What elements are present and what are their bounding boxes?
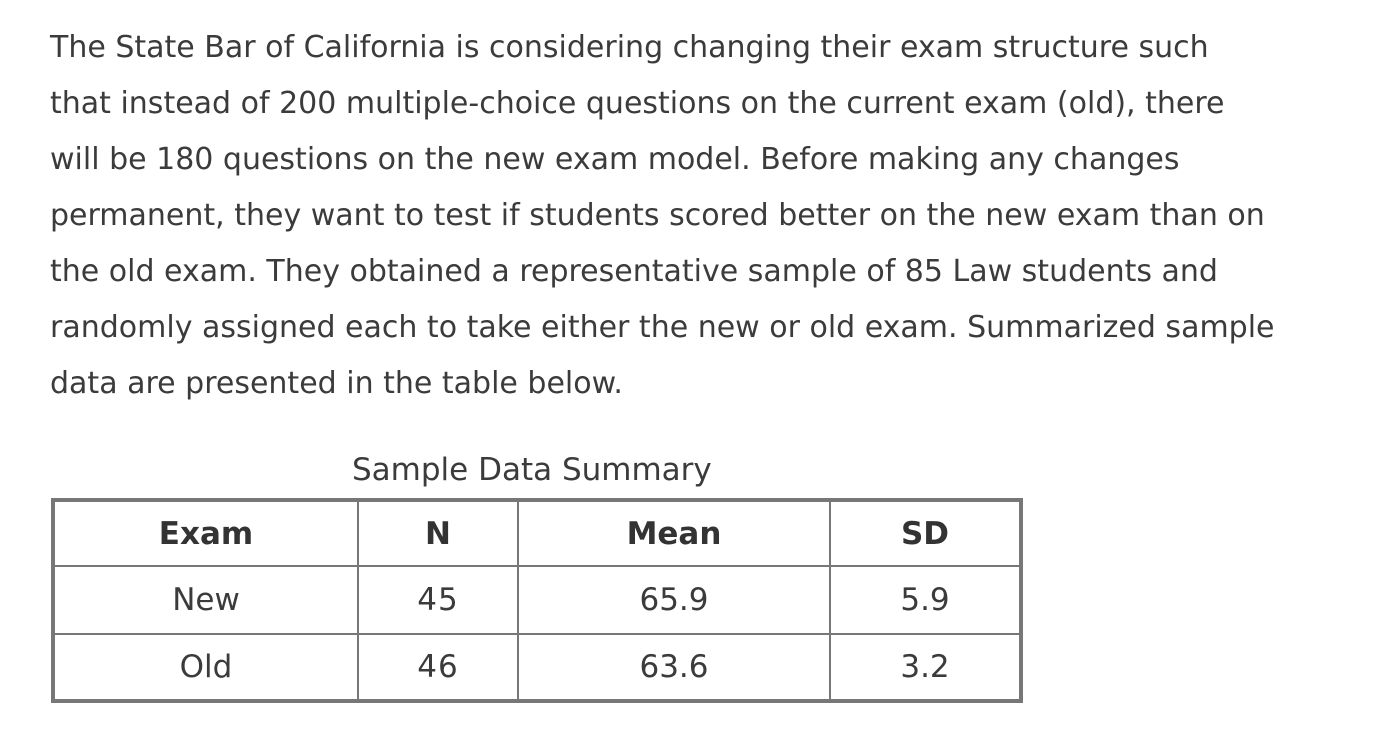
problem-line: the old exam. They obtained a representa…	[50, 254, 1218, 289]
table-row: Old 46 63.6 3.2	[52, 632, 1022, 702]
table-caption: Sample Data Summary	[352, 452, 712, 488]
sample-data-table: Exam N Mean SD New 45 65.9 5.9 Old 46 63…	[51, 498, 1023, 703]
header-n: N	[357, 499, 519, 567]
problem-line: that instead of 200 multiple-choice ques…	[50, 86, 1225, 121]
table-header-row: Exam N Mean SD	[52, 499, 1022, 567]
header-sd: SD	[829, 499, 1022, 567]
cell-mean: 63.6	[517, 632, 831, 702]
cell-sd: 3.2	[829, 632, 1022, 702]
cell-sd: 5.9	[829, 565, 1022, 635]
problem-statement: The State Bar of California is consideri…	[50, 20, 1370, 412]
problem-line: will be 180 questions on the new exam mo…	[50, 142, 1180, 177]
problem-line: randomly assigned each to take either th…	[50, 310, 1275, 345]
header-mean: Mean	[517, 499, 831, 567]
cell-n: 46	[357, 632, 519, 702]
cell-mean: 65.9	[517, 565, 831, 635]
problem-line: The State Bar of California is consideri…	[50, 30, 1209, 65]
cell-exam: New	[52, 565, 359, 635]
table-row: New 45 65.9 5.9	[52, 565, 1022, 635]
cell-exam: Old	[52, 632, 359, 702]
header-exam: Exam	[52, 499, 359, 567]
cell-n: 45	[357, 565, 519, 635]
problem-line: data are presented in the table below.	[50, 366, 623, 401]
problem-line: permanent, they want to test if students…	[50, 198, 1265, 233]
